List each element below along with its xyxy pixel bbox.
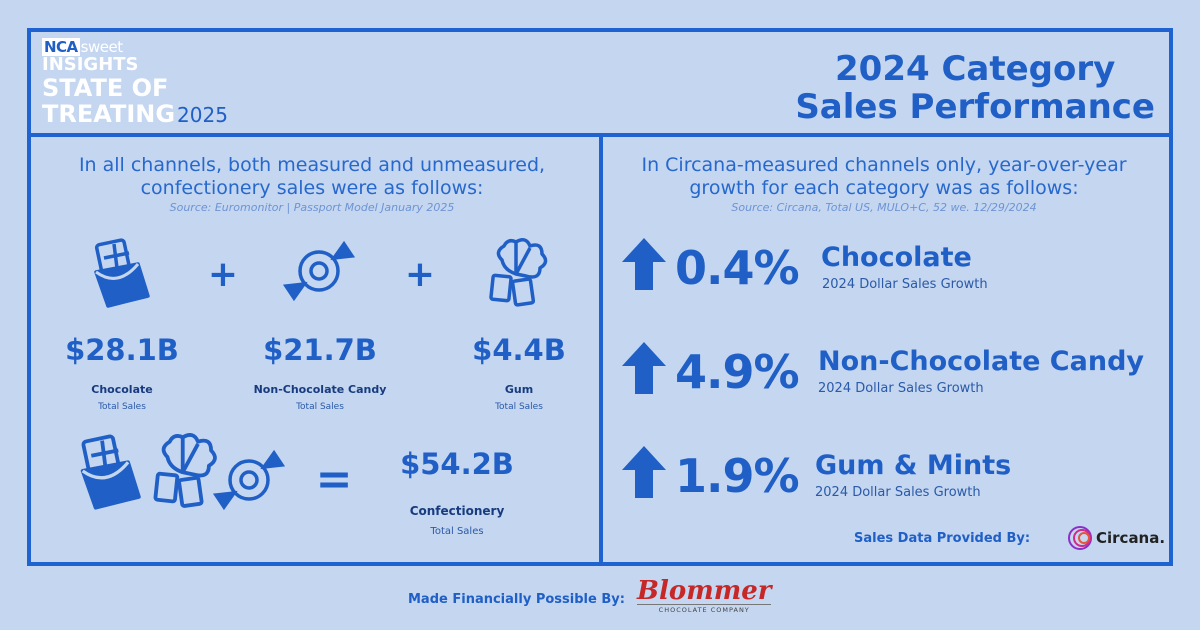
up-arrow-icon bbox=[622, 446, 666, 498]
title-line-1: 2024 Category bbox=[835, 49, 1116, 89]
right-intro-line-1: In Circana-measured channels only, year-… bbox=[641, 154, 1127, 176]
chocolate-growth-sublabel: 2024 Dollar Sales Growth bbox=[822, 277, 988, 292]
gum-amount: $4.4B bbox=[472, 333, 566, 367]
state-of-treating-logo: NCA sweet INSIGHTS STATE OF TREATING 2025 bbox=[42, 38, 228, 128]
right-intro: In Circana-measured channels only, year-… bbox=[604, 154, 1164, 200]
right-source: Source: Circana, Total US, MULO+C, 52 we… bbox=[731, 201, 1037, 214]
plus-sign-1: + bbox=[207, 254, 239, 295]
equals-sign: = bbox=[315, 454, 353, 505]
wrapped-candy-icon bbox=[282, 236, 356, 306]
nca-logo-text: NCA bbox=[42, 38, 80, 56]
circana-mark-icon bbox=[1068, 526, 1092, 550]
left-intro-line-2: confectionery sales were as follows: bbox=[140, 177, 484, 199]
confectionery-label: Confectionery bbox=[409, 504, 505, 518]
gum-mint-icon bbox=[150, 428, 222, 510]
footer-sponsor-label: Made Financially Possible By: bbox=[408, 592, 625, 607]
gum-sublabel: Total Sales bbox=[495, 402, 543, 412]
left-intro: In all channels, both measured and unmea… bbox=[32, 154, 592, 200]
chocolate-amount: $28.1B bbox=[65, 333, 179, 367]
logo-year: 2025 bbox=[177, 103, 228, 127]
plus-sign-2: + bbox=[404, 254, 436, 295]
wrapped-candy-icon bbox=[212, 444, 286, 516]
gum-growth-label: Gum & Mints bbox=[815, 450, 1012, 481]
title-line-2: Sales Performance bbox=[795, 87, 1155, 127]
data-provided-label: Sales Data Provided By: bbox=[854, 531, 1031, 546]
up-arrow-icon bbox=[622, 342, 666, 394]
panel-divider bbox=[599, 137, 603, 562]
insights-logo-text: INSIGHTS bbox=[42, 54, 139, 75]
chocolate-growth-label: Chocolate bbox=[821, 242, 972, 273]
candy-label: Non-Chocolate Candy bbox=[253, 383, 387, 396]
chocolate-bar-icon bbox=[78, 432, 150, 512]
circana-logo: Circana. bbox=[1067, 525, 1165, 551]
left-source: Source: Euromonitor | Passport Model Jan… bbox=[169, 201, 455, 214]
logo-line-2: TREATING bbox=[42, 100, 176, 128]
infographic-frame: NCA sweet INSIGHTS STATE OF TREATING 2025 … bbox=[27, 28, 1173, 566]
up-arrow-icon bbox=[622, 238, 666, 290]
candy-growth-label: Non-Chocolate Candy bbox=[818, 346, 1144, 377]
gum-growth-sublabel: 2024 Dollar Sales Growth bbox=[815, 485, 981, 500]
left-intro-line-1: In all channels, both measured and unmea… bbox=[78, 154, 546, 176]
circana-wordmark: Circana. bbox=[1096, 529, 1166, 547]
chocolate-sublabel: Total Sales bbox=[98, 402, 146, 412]
gum-growth-pct: 1.9% bbox=[675, 449, 800, 503]
candy-amount: $21.7B bbox=[263, 333, 377, 367]
sweet-logo-text: sweet bbox=[80, 38, 123, 56]
blommer-logo: Blommer CHOCOLATE COMPANY bbox=[637, 576, 772, 614]
candy-sublabel: Total Sales bbox=[296, 402, 344, 412]
page-title: 2024 Category Sales Performance bbox=[795, 50, 1155, 126]
gum-mint-icon bbox=[486, 234, 552, 308]
chocolate-growth-pct: 0.4% bbox=[675, 241, 800, 295]
candy-growth-pct: 4.9% bbox=[675, 345, 800, 399]
logo-line-1: STATE OF bbox=[42, 74, 169, 102]
header: NCA sweet INSIGHTS STATE OF TREATING 2025 … bbox=[31, 32, 1169, 137]
confectionery-amount: $54.2B bbox=[400, 447, 514, 481]
gum-label: Gum bbox=[504, 383, 534, 396]
blommer-wordmark: Blommer bbox=[637, 576, 772, 606]
blommer-tagline: CHOCOLATE COMPANY bbox=[637, 604, 772, 614]
chocolate-bar-icon bbox=[92, 236, 158, 310]
confectionery-sublabel: Total Sales bbox=[430, 526, 484, 537]
candy-growth-sublabel: 2024 Dollar Sales Growth bbox=[818, 381, 984, 396]
right-intro-line-2: growth for each category was as follows: bbox=[689, 177, 1079, 199]
chocolate-label: Chocolate bbox=[91, 383, 153, 396]
